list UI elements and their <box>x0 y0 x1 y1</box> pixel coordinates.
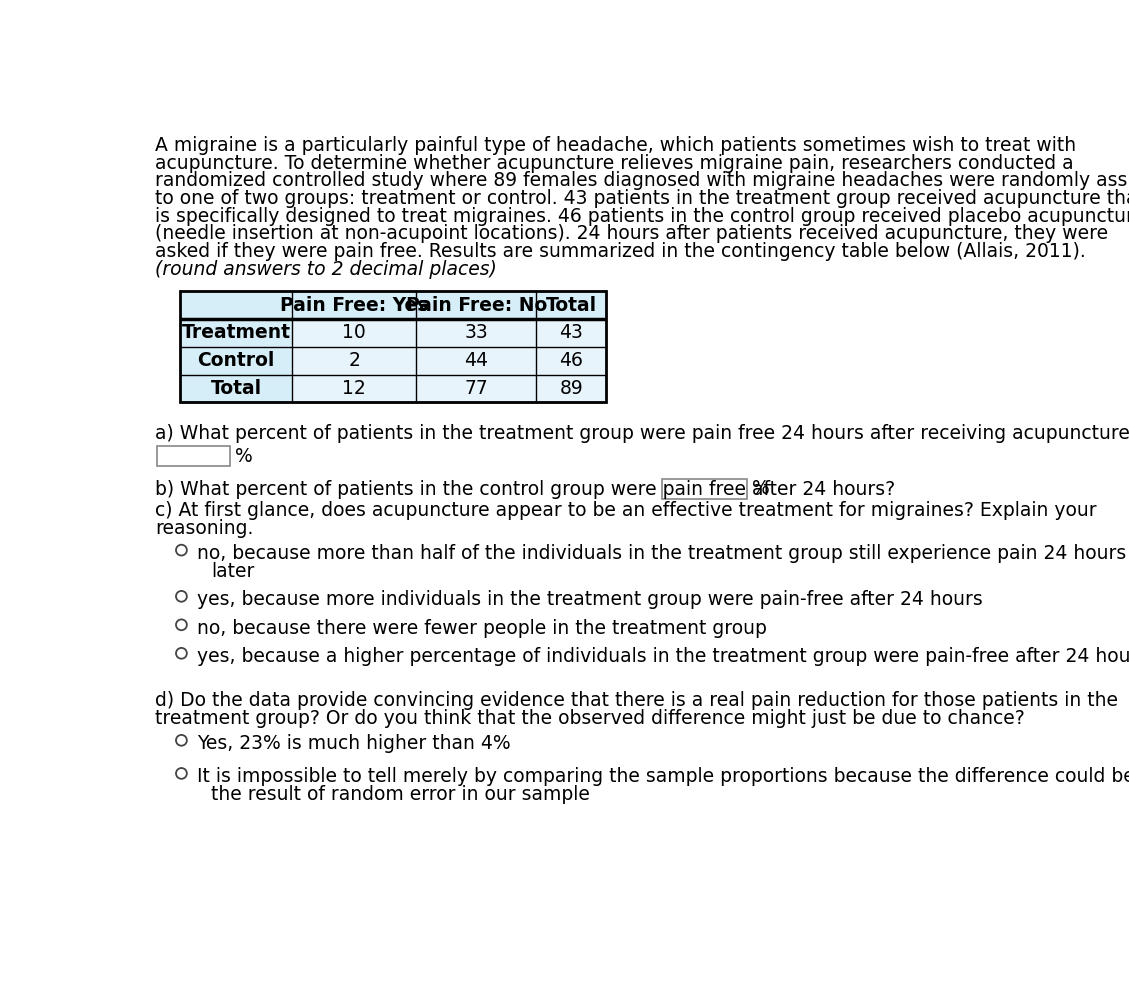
Text: 44: 44 <box>464 351 489 371</box>
Text: 12: 12 <box>342 379 366 398</box>
FancyBboxPatch shape <box>417 291 536 319</box>
FancyBboxPatch shape <box>292 291 417 319</box>
Text: b) What percent of patients in the control group were pain free after 24 hours?: b) What percent of patients in the contr… <box>155 480 895 499</box>
Text: asked if they were pain free. Results are summarized in the contingency table be: asked if they were pain free. Results ar… <box>155 242 1086 261</box>
Text: later: later <box>211 562 254 581</box>
Text: reasoning.: reasoning. <box>155 518 253 537</box>
FancyBboxPatch shape <box>536 319 606 347</box>
Text: Pain Free: No: Pain Free: No <box>405 295 546 315</box>
FancyBboxPatch shape <box>536 375 606 402</box>
FancyBboxPatch shape <box>417 319 536 347</box>
Text: 2: 2 <box>349 351 360 371</box>
Text: (needle insertion at non-acupoint locations). 24 hours after patients received a: (needle insertion at non-acupoint locati… <box>155 224 1109 244</box>
Text: 77: 77 <box>464 379 488 398</box>
Text: to one of two groups: treatment or control. 43 patients in the treatment group r: to one of two groups: treatment or contr… <box>155 189 1129 208</box>
FancyBboxPatch shape <box>536 291 606 319</box>
FancyBboxPatch shape <box>292 319 417 347</box>
FancyBboxPatch shape <box>292 375 417 402</box>
Text: Pain Free: Yes: Pain Free: Yes <box>280 295 428 315</box>
Text: the result of random error in our sample: the result of random error in our sample <box>211 785 589 804</box>
Text: Treatment: Treatment <box>182 323 290 343</box>
FancyBboxPatch shape <box>180 319 292 347</box>
Text: d) Do the data provide convincing evidence that there is a real pain reduction f: d) Do the data provide convincing eviden… <box>155 691 1118 710</box>
Text: is specifically designed to treat migraines. 46 patients in the control group re: is specifically designed to treat migrai… <box>155 207 1129 226</box>
FancyBboxPatch shape <box>417 375 536 402</box>
Text: It is impossible to tell merely by comparing the sample proportions because the : It is impossible to tell merely by compa… <box>196 767 1129 786</box>
FancyBboxPatch shape <box>292 347 417 375</box>
Text: 33: 33 <box>464 323 488 343</box>
Text: 46: 46 <box>559 351 584 371</box>
Text: treatment group? Or do you think that the observed difference might just be due : treatment group? Or do you think that th… <box>155 709 1025 727</box>
Text: 43: 43 <box>559 323 584 343</box>
Text: no, because there were fewer people in the treatment group: no, because there were fewer people in t… <box>196 618 767 637</box>
Text: 10: 10 <box>342 323 366 343</box>
FancyBboxPatch shape <box>180 375 292 402</box>
FancyBboxPatch shape <box>180 291 292 319</box>
Text: a) What percent of patients in the treatment group were pain free 24 hours after: a) What percent of patients in the treat… <box>155 424 1129 443</box>
Text: randomized controlled study where 89 females diagnosed with migraine headaches w: randomized controlled study where 89 fem… <box>155 171 1129 190</box>
Text: 89: 89 <box>559 379 583 398</box>
FancyBboxPatch shape <box>536 347 606 375</box>
Text: yes, because more individuals in the treatment group were pain-free after 24 hou: yes, because more individuals in the tre… <box>196 591 982 609</box>
FancyBboxPatch shape <box>417 347 536 375</box>
Text: A migraine is a particularly painful type of headache, which patients sometimes : A migraine is a particularly painful typ… <box>155 136 1076 155</box>
Text: no, because more than half of the individuals in the treatment group still exper: no, because more than half of the indivi… <box>196 544 1126 563</box>
Text: %: % <box>235 447 253 466</box>
Text: c) At first glance, does acupuncture appear to be an effective treatment for mig: c) At first glance, does acupuncture app… <box>155 500 1096 520</box>
Text: yes, because a higher percentage of individuals in the treatment group were pain: yes, because a higher percentage of indi… <box>196 647 1129 666</box>
Text: Yes, 23% is much higher than 4%: Yes, 23% is much higher than 4% <box>196 734 510 753</box>
FancyBboxPatch shape <box>157 446 230 466</box>
Text: Control: Control <box>198 351 274 371</box>
Text: Total: Total <box>210 379 262 398</box>
Text: acupuncture. To determine whether acupuncture relieves migraine pain, researcher: acupuncture. To determine whether acupun… <box>155 154 1074 172</box>
Text: %: % <box>752 479 770 498</box>
FancyBboxPatch shape <box>180 347 292 375</box>
Text: (round answers to 2 decimal places): (round answers to 2 decimal places) <box>155 260 497 278</box>
FancyBboxPatch shape <box>662 479 747 498</box>
Text: Total: Total <box>545 295 597 315</box>
